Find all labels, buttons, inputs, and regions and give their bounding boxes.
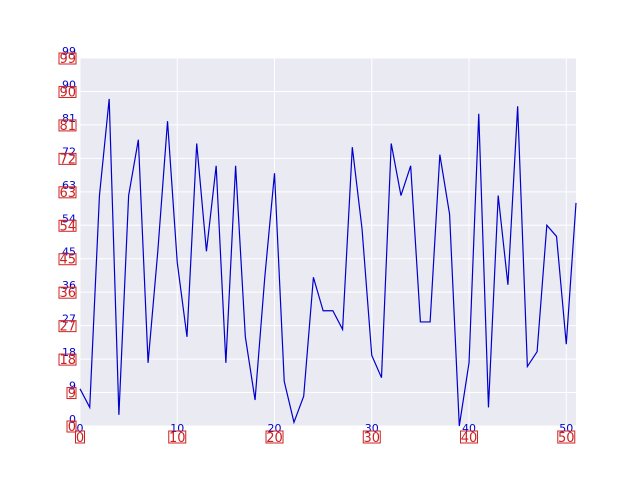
- y-tick-label-red: 0: [68, 420, 76, 435]
- x-tick-label-red: 30: [363, 431, 380, 446]
- tick-labels: 0099181827273636454554546363727281819090…: [58, 45, 576, 446]
- grid: [79, 57, 576, 427]
- y-tick-label: 9: [69, 380, 76, 393]
- x-tick-box: [460, 430, 479, 444]
- y-tick-box: [58, 253, 77, 266]
- x-tick-label-red: 50: [558, 431, 575, 446]
- y-tick-box: [58, 152, 77, 165]
- y-tick-box: [58, 320, 77, 333]
- series-line: [79, 98, 577, 427]
- y-tick-label-red: 99: [59, 52, 76, 67]
- y-tick-label: 63: [62, 179, 76, 192]
- y-tick-label-red: 63: [59, 186, 76, 201]
- y-tick-box: [58, 219, 77, 232]
- x-tick-label: 10: [170, 422, 184, 435]
- x-tick-label: 50: [559, 422, 573, 435]
- x-tick-label-red: 0: [76, 431, 84, 446]
- x-tick-label: 20: [268, 422, 282, 435]
- y-tick-box: [58, 119, 77, 132]
- x-tick-label: 0: [77, 422, 84, 435]
- y-tick-box: [66, 387, 77, 400]
- y-tick-label: 81: [62, 112, 76, 125]
- y-tick-label: 72: [62, 145, 76, 158]
- y-tick-label-red: 45: [59, 253, 76, 268]
- y-tick-label-red: 9: [68, 387, 76, 402]
- y-tick-box: [58, 52, 77, 65]
- x-tick-label-red: 10: [169, 431, 186, 446]
- x-tick-box: [265, 430, 284, 444]
- x-tick-box: [168, 430, 187, 444]
- x-tick-label-red: 40: [461, 431, 478, 446]
- y-tick-label-red: 54: [59, 219, 76, 234]
- x-tick-label: 40: [462, 422, 476, 435]
- y-tick-box: [66, 420, 77, 433]
- y-tick-box: [58, 353, 77, 366]
- x-tick-label: 30: [365, 422, 379, 435]
- x-tick-box: [75, 430, 85, 444]
- y-tick-label: 36: [62, 279, 76, 292]
- y-tick-box: [58, 85, 77, 98]
- y-tick-label: 54: [62, 212, 76, 225]
- x-tick-label-red: 20: [266, 431, 283, 446]
- y-tick-box: [58, 186, 77, 199]
- y-tick-label-red: 90: [59, 85, 76, 100]
- y-tick-label-red: 36: [59, 286, 76, 301]
- y-tick-label: 90: [62, 78, 76, 91]
- y-tick-label: 99: [62, 45, 76, 58]
- y-tick-box: [58, 286, 77, 299]
- y-tick-label-red: 27: [59, 320, 76, 335]
- y-tick-label-red: 81: [59, 119, 76, 134]
- y-tick-label-red: 18: [59, 353, 76, 368]
- plot-background: [80, 58, 576, 426]
- y-tick-label-red: 72: [59, 152, 76, 167]
- x-tick-box: [557, 430, 576, 444]
- x-tick-box: [362, 430, 381, 444]
- y-tick-label: 0: [69, 413, 76, 426]
- y-tick-label: 18: [62, 346, 76, 359]
- y-tick-label: 27: [62, 313, 76, 326]
- y-tick-label: 45: [62, 246, 76, 259]
